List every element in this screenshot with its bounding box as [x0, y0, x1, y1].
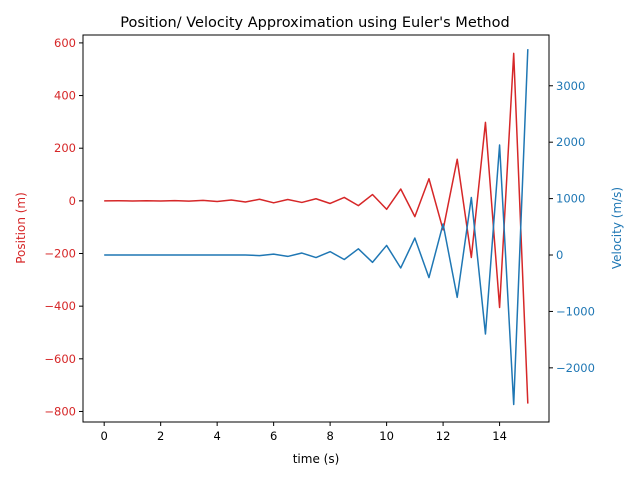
y-left-tick-label: 0: [69, 194, 76, 208]
x-tick-label: 4: [213, 429, 220, 443]
y-right-axis: −2000 −1000 0 1000 2000 3000: [549, 79, 595, 375]
plot-frame: [82, 34, 550, 423]
x-tick-label: 2: [157, 429, 164, 443]
y-right-tick-label: 3000: [556, 79, 585, 93]
y-left-tick-label: 400: [54, 89, 76, 103]
y-left-tick-label: 200: [54, 141, 76, 155]
x-tick-label: 0: [101, 429, 108, 443]
velocity-series-line: [104, 49, 529, 406]
y-right-axis-label: Velocity (m/s): [610, 187, 624, 269]
x-tick-label: 10: [379, 429, 394, 443]
x-axis-label: time (s): [293, 452, 340, 466]
y-right-tick-label: 2000: [556, 135, 585, 149]
y-left-axis-label: Position (m): [14, 192, 28, 264]
chart-title: Position/ Velocity Approximation using E…: [120, 15, 509, 31]
y-right-tick-label: 0: [556, 248, 563, 262]
position-series-line: [104, 52, 529, 404]
y-right-tick-label: −1000: [556, 304, 595, 318]
y-left-tick-label: −600: [44, 352, 76, 366]
y-right-tick-label: 1000: [556, 192, 585, 206]
plot-lines: [104, 49, 529, 406]
y-left-axis: −800 −600 −400 −200 0 200 400 600: [44, 36, 83, 418]
y-right-tick-label: −2000: [556, 361, 595, 375]
x-axis: 0 2 4 6 8 10 12 14: [101, 422, 507, 443]
x-tick-label: 12: [436, 429, 451, 443]
y-left-tick-label: −800: [44, 404, 76, 418]
x-tick-label: 14: [492, 429, 507, 443]
x-tick-label: 6: [270, 429, 277, 443]
y-left-tick-label: 600: [54, 36, 76, 50]
y-left-tick-label: −400: [44, 299, 76, 313]
x-tick-label: 8: [326, 429, 333, 443]
y-left-tick-label: −200: [44, 247, 76, 261]
